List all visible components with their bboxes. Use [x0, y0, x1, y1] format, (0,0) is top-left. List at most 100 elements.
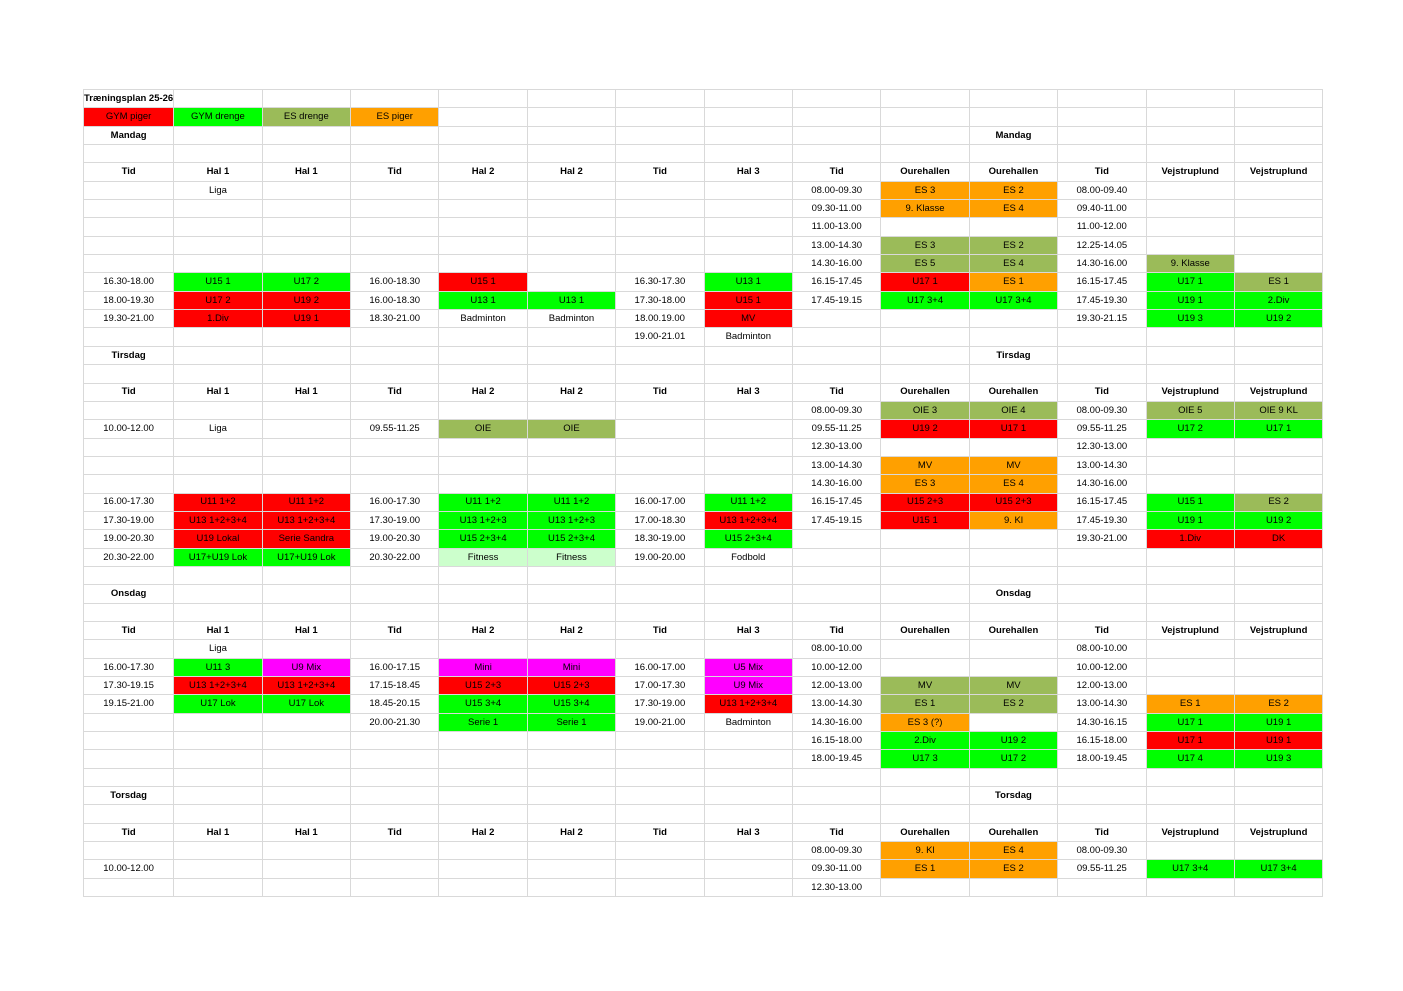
- sheet-cell[interactable]: [82, 180, 175, 201]
- sheet-cell[interactable]: 18.30-21.00: [350, 309, 440, 329]
- sheet-cell[interactable]: ES 1: [880, 694, 970, 714]
- sheet-cell[interactable]: [173, 804, 263, 824]
- sheet-cell[interactable]: OIE: [438, 419, 528, 439]
- sheet-cell[interactable]: [703, 217, 793, 237]
- sheet-cell[interactable]: Tid: [350, 162, 440, 182]
- sheet-cell[interactable]: [880, 602, 970, 622]
- sheet-cell[interactable]: [1233, 144, 1324, 164]
- sheet-cell[interactable]: [968, 437, 1059, 457]
- sheet-cell[interactable]: [261, 584, 352, 604]
- sheet-cell[interactable]: U19 Lokal: [173, 529, 263, 549]
- sheet-cell[interactable]: [1057, 107, 1147, 127]
- sheet-cell[interactable]: [438, 235, 528, 256]
- sheet-cell[interactable]: [1145, 364, 1235, 384]
- sheet-cell[interactable]: [526, 125, 617, 146]
- sheet-cell[interactable]: [615, 584, 705, 604]
- sheet-cell[interactable]: [82, 455, 175, 476]
- sheet-cell[interactable]: ES 1: [1145, 694, 1235, 714]
- sheet-cell[interactable]: [880, 88, 970, 109]
- sheet-cell[interactable]: [261, 639, 352, 659]
- sheet-cell[interactable]: [350, 786, 440, 806]
- sheet-cell[interactable]: MV: [968, 455, 1059, 476]
- sheet-cell[interactable]: Tid: [615, 822, 705, 843]
- sheet-cell[interactable]: ES 1: [968, 272, 1059, 292]
- sheet-cell[interactable]: [880, 565, 970, 586]
- sheet-cell[interactable]: [526, 639, 617, 659]
- sheet-cell[interactable]: Ourehallen: [880, 382, 970, 402]
- sheet-cell[interactable]: Fitness: [438, 547, 528, 567]
- sheet-cell[interactable]: [173, 786, 263, 806]
- sheet-cell[interactable]: 16.00-18.30: [350, 272, 440, 292]
- sheet-cell[interactable]: [438, 144, 528, 164]
- sheet-cell[interactable]: [82, 400, 175, 421]
- sheet-cell[interactable]: U19 1: [261, 309, 352, 329]
- sheet-cell[interactable]: [1057, 125, 1147, 146]
- sheet-cell[interactable]: 08.00-09.30: [791, 841, 882, 861]
- sheet-cell[interactable]: U17 1: [1233, 419, 1324, 439]
- sheet-cell[interactable]: [968, 767, 1059, 788]
- sheet-cell[interactable]: 19.15-21.00: [82, 694, 175, 714]
- sheet-cell[interactable]: [350, 565, 440, 586]
- sheet-cell[interactable]: U19 3: [1145, 309, 1235, 329]
- sheet-cell[interactable]: Hal 2: [526, 822, 617, 843]
- sheet-cell[interactable]: [173, 125, 263, 146]
- sheet-cell[interactable]: [173, 602, 263, 622]
- sheet-cell[interactable]: [173, 364, 263, 384]
- sheet-cell[interactable]: Fitness: [526, 547, 617, 567]
- sheet-cell[interactable]: [615, 437, 705, 457]
- sheet-cell[interactable]: U13 1+2+3+4: [703, 510, 793, 531]
- sheet-cell[interactable]: [880, 767, 970, 788]
- sheet-cell[interactable]: [615, 235, 705, 256]
- sheet-cell[interactable]: 9. Klasse: [1145, 254, 1235, 274]
- sheet-cell[interactable]: U15 1: [880, 510, 970, 531]
- sheet-cell[interactable]: Ourehallen: [968, 620, 1059, 641]
- sheet-cell[interactable]: Tirsdag: [968, 345, 1059, 366]
- sheet-cell[interactable]: ES 1: [880, 859, 970, 879]
- sheet-cell[interactable]: Tid: [1057, 382, 1147, 402]
- sheet-cell[interactable]: 09.55-11.25: [350, 419, 440, 439]
- sheet-cell[interactable]: [350, 749, 440, 769]
- sheet-cell[interactable]: [703, 841, 793, 861]
- sheet-cell[interactable]: [438, 199, 528, 219]
- sheet-cell[interactable]: [82, 364, 175, 384]
- sheet-cell[interactable]: Tid: [1057, 822, 1147, 843]
- sheet-cell[interactable]: Hal 2: [526, 162, 617, 182]
- sheet-cell[interactable]: 13.00-14.30: [1057, 455, 1147, 476]
- sheet-cell[interactable]: [1145, 217, 1235, 237]
- sheet-cell[interactable]: [1233, 180, 1324, 201]
- sheet-cell[interactable]: [1233, 639, 1324, 659]
- sheet-cell[interactable]: [350, 639, 440, 659]
- sheet-cell[interactable]: Tid: [82, 162, 175, 182]
- sheet-cell[interactable]: 20.00-21.30: [350, 712, 440, 733]
- sheet-cell[interactable]: [173, 841, 263, 861]
- sheet-cell[interactable]: 9. Klasse: [880, 199, 970, 219]
- sheet-cell[interactable]: [615, 364, 705, 384]
- sheet-cell[interactable]: [438, 767, 528, 788]
- sheet-cell[interactable]: [615, 125, 705, 146]
- sheet-cell[interactable]: 17.30-19.15: [82, 675, 175, 696]
- sheet-cell[interactable]: [261, 345, 352, 366]
- sheet-cell[interactable]: [438, 602, 528, 622]
- sheet-cell[interactable]: GYM piger: [82, 107, 175, 127]
- sheet-cell[interactable]: [173, 731, 263, 751]
- sheet-cell[interactable]: [526, 731, 617, 751]
- sheet-cell[interactable]: Serie 1: [438, 712, 528, 733]
- sheet-cell[interactable]: 16.00-17.30: [82, 492, 175, 512]
- sheet-cell[interactable]: [82, 254, 175, 274]
- sheet-cell[interactable]: [82, 602, 175, 622]
- sheet-cell[interactable]: [968, 217, 1059, 237]
- sheet-cell[interactable]: [526, 584, 617, 604]
- sheet-cell[interactable]: [968, 364, 1059, 384]
- sheet-cell[interactable]: Vejstruplund: [1145, 162, 1235, 182]
- sheet-cell[interactable]: ES 2: [968, 235, 1059, 256]
- sheet-cell[interactable]: [261, 786, 352, 806]
- sheet-cell[interactable]: [261, 455, 352, 476]
- sheet-cell[interactable]: [968, 877, 1059, 898]
- sheet-cell[interactable]: [1057, 767, 1147, 788]
- sheet-cell[interactable]: Vejstruplund: [1145, 620, 1235, 641]
- sheet-cell[interactable]: U15 2+3+4: [703, 529, 793, 549]
- sheet-cell[interactable]: [438, 565, 528, 586]
- sheet-cell[interactable]: [1145, 437, 1235, 457]
- sheet-cell[interactable]: [438, 859, 528, 879]
- sheet-cell[interactable]: U17 1: [1145, 731, 1235, 751]
